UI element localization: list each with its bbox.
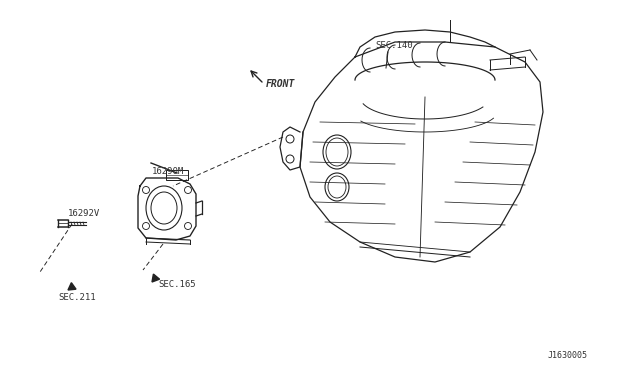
Polygon shape — [152, 274, 159, 282]
Text: FRONT: FRONT — [266, 79, 296, 89]
Text: 16292V: 16292V — [68, 209, 100, 218]
Text: 16290M: 16290M — [152, 167, 184, 176]
Text: SEC.140: SEC.140 — [375, 41, 413, 50]
Bar — [166, 170, 188, 180]
Polygon shape — [68, 283, 76, 290]
Text: SEC.165: SEC.165 — [158, 280, 196, 289]
Text: SEC.211: SEC.211 — [58, 293, 95, 302]
Text: J1630005: J1630005 — [548, 351, 588, 360]
